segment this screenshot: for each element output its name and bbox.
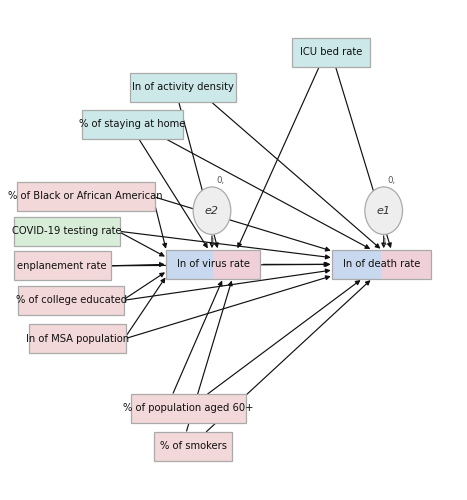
- Text: % of college educated: % of college educated: [16, 296, 127, 306]
- Text: e1: e1: [377, 206, 391, 216]
- Text: 0,: 0,: [388, 176, 396, 184]
- FancyBboxPatch shape: [155, 432, 232, 461]
- FancyBboxPatch shape: [166, 250, 213, 279]
- Text: 0,: 0,: [216, 176, 224, 184]
- Text: 1: 1: [381, 238, 386, 247]
- Ellipse shape: [365, 187, 403, 234]
- Text: % of population aged 60+: % of population aged 60+: [123, 404, 254, 413]
- Text: enplanement rate: enplanement rate: [17, 261, 107, 271]
- Text: ICU bed rate: ICU bed rate: [300, 47, 362, 57]
- Text: e2: e2: [205, 206, 219, 216]
- FancyBboxPatch shape: [130, 72, 236, 102]
- FancyBboxPatch shape: [29, 324, 126, 354]
- FancyBboxPatch shape: [332, 250, 382, 279]
- Text: ln of virus rate: ln of virus rate: [177, 260, 250, 270]
- Ellipse shape: [193, 187, 231, 234]
- FancyBboxPatch shape: [82, 110, 183, 138]
- Text: ln of death rate: ln of death rate: [343, 260, 420, 270]
- Text: ln of MSA population: ln of MSA population: [26, 334, 129, 344]
- FancyBboxPatch shape: [16, 182, 155, 211]
- FancyBboxPatch shape: [131, 394, 246, 423]
- Text: % of smokers: % of smokers: [160, 442, 226, 452]
- FancyBboxPatch shape: [213, 250, 261, 279]
- Text: 1: 1: [209, 238, 215, 247]
- Text: % of Black or African American: % of Black or African American: [8, 192, 163, 202]
- Text: % of staying at home: % of staying at home: [79, 119, 186, 129]
- Text: ln of activity density: ln of activity density: [132, 82, 234, 92]
- FancyBboxPatch shape: [14, 252, 111, 280]
- FancyBboxPatch shape: [382, 250, 431, 279]
- FancyBboxPatch shape: [18, 286, 124, 315]
- FancyBboxPatch shape: [292, 38, 370, 66]
- Text: COVID-19 testing rate: COVID-19 testing rate: [12, 226, 121, 236]
- FancyBboxPatch shape: [14, 216, 120, 246]
